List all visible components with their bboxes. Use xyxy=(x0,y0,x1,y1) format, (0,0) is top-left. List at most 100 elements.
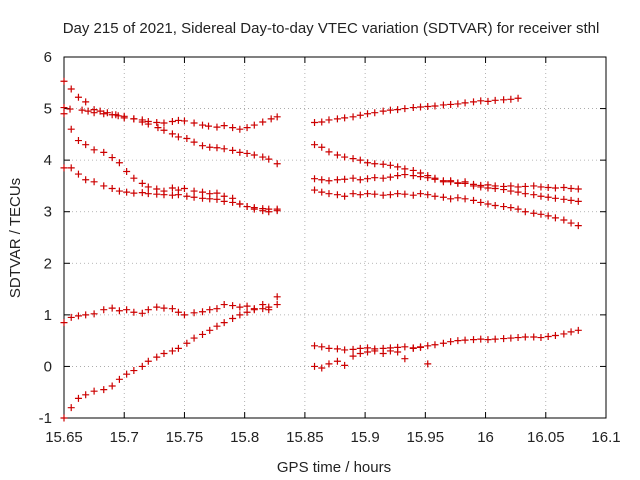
data-point xyxy=(160,304,168,312)
data-point xyxy=(454,179,462,187)
data-point xyxy=(379,107,387,115)
data-point xyxy=(108,154,116,162)
data-point xyxy=(236,125,244,133)
data-point xyxy=(507,95,515,103)
data-point xyxy=(409,344,417,352)
data-point xyxy=(356,111,364,119)
data-point xyxy=(417,190,425,198)
data-point xyxy=(521,190,529,198)
data-point xyxy=(190,138,198,146)
data-point xyxy=(470,180,478,188)
data-point xyxy=(544,183,552,191)
data-point xyxy=(424,191,432,199)
data-point xyxy=(90,106,98,114)
grid xyxy=(64,57,606,418)
data-point xyxy=(379,174,387,182)
data-point xyxy=(431,102,439,110)
data-point xyxy=(514,334,522,342)
data-point xyxy=(144,306,152,314)
data-point xyxy=(123,306,131,314)
data-point xyxy=(168,130,176,138)
data-point xyxy=(537,210,545,218)
data-point xyxy=(199,188,207,196)
data-point xyxy=(213,144,221,152)
data-point xyxy=(160,350,168,358)
data-point xyxy=(160,126,168,134)
data-point xyxy=(394,348,402,356)
data-point xyxy=(174,133,182,141)
data-point xyxy=(325,344,333,352)
data-point xyxy=(84,107,92,115)
data-point xyxy=(273,207,281,215)
data-point xyxy=(90,387,98,395)
data-point xyxy=(174,116,182,124)
data-point xyxy=(371,174,379,182)
data-point xyxy=(500,182,508,190)
data-point xyxy=(138,362,146,370)
data-point xyxy=(82,141,90,149)
data-point xyxy=(108,304,116,312)
data-point xyxy=(477,335,485,343)
x-tick-label: 15.9 xyxy=(351,429,380,446)
data-point xyxy=(130,174,138,182)
data-point xyxy=(379,191,387,199)
data-point xyxy=(190,119,198,127)
data-point xyxy=(153,118,161,126)
data-point xyxy=(206,326,214,334)
data-point xyxy=(259,305,267,313)
data-point xyxy=(273,293,281,301)
data-point xyxy=(409,172,417,180)
data-point xyxy=(500,203,508,211)
data-point xyxy=(560,195,568,203)
y-tick-label: 6 xyxy=(44,49,52,66)
data-point xyxy=(250,306,258,314)
data-point xyxy=(74,394,82,402)
data-point xyxy=(424,360,432,368)
data-point xyxy=(199,308,207,316)
data-point xyxy=(447,195,455,203)
data-point xyxy=(507,204,515,212)
data-point xyxy=(349,155,357,163)
data-point xyxy=(144,357,152,365)
data-point xyxy=(90,146,98,154)
data-point xyxy=(341,192,349,200)
data-point xyxy=(60,414,68,422)
data-point xyxy=(130,115,138,123)
data-point xyxy=(174,191,182,199)
data-point xyxy=(341,153,349,161)
data-point xyxy=(349,352,357,360)
x-axis-label: GPS time / hours xyxy=(277,459,391,476)
data-point xyxy=(67,85,75,93)
y-tick-label: 5 xyxy=(44,101,52,118)
data-point xyxy=(325,177,333,185)
data-point xyxy=(180,185,188,193)
data-point xyxy=(356,191,364,199)
data-point xyxy=(470,98,478,106)
data-point xyxy=(60,164,68,172)
data-point xyxy=(206,143,214,151)
data-point xyxy=(213,189,221,197)
data-point xyxy=(379,350,387,358)
data-point xyxy=(229,146,237,154)
data-point xyxy=(551,331,559,339)
data-point xyxy=(220,122,228,130)
data-point xyxy=(551,214,559,222)
data-point xyxy=(206,306,214,314)
x-tick-label: 15.7 xyxy=(110,429,139,446)
data-point xyxy=(386,161,394,169)
data-point xyxy=(220,301,228,309)
data-point xyxy=(574,185,582,193)
data-point xyxy=(431,175,439,183)
data-point xyxy=(206,195,214,203)
data-point xyxy=(537,334,545,342)
data-point xyxy=(250,205,258,213)
data-point xyxy=(386,347,394,355)
data-point xyxy=(78,106,86,114)
data-point xyxy=(243,149,251,157)
data-point xyxy=(138,309,146,317)
data-point xyxy=(82,98,90,106)
data-point xyxy=(168,191,176,199)
data-point xyxy=(364,175,372,183)
data-point xyxy=(213,195,221,203)
data-point xyxy=(213,322,221,330)
